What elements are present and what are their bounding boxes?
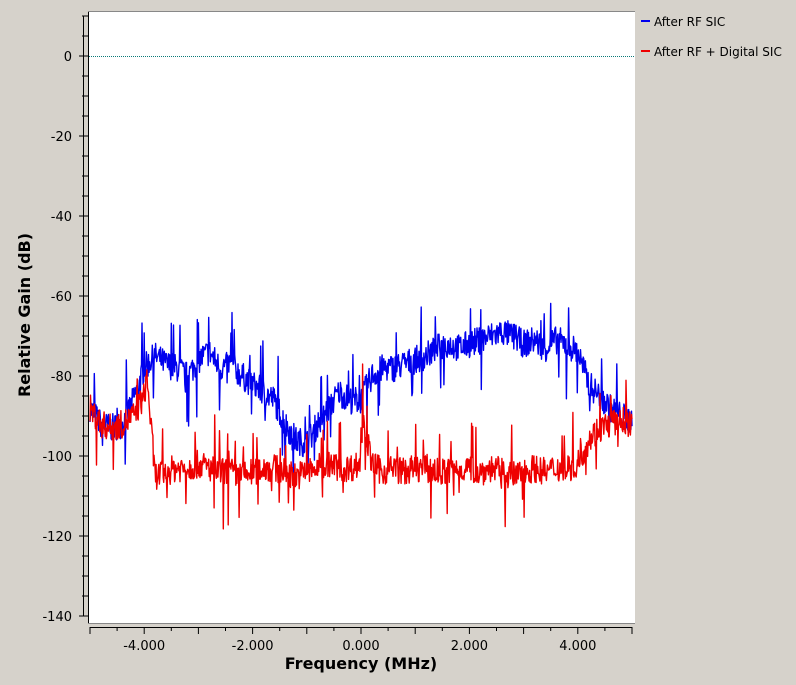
y-tick-label: -100 (42, 450, 72, 465)
legend-label-0: After RF SIC (654, 15, 725, 29)
y-tick-label: -40 (51, 210, 72, 225)
y-tick-label: -60 (51, 290, 72, 305)
x-axis-title: Frequency (MHz) (285, 654, 437, 673)
x-tick-label: -4.000 (123, 639, 165, 654)
y-tick-label: -120 (42, 530, 72, 545)
x-tick-label: 0.000 (342, 639, 379, 654)
legend: After RF SIC After RF + Digital SIC (641, 15, 782, 59)
x-tick-label: 4.000 (559, 639, 596, 654)
y-tick-label: 0 (64, 50, 72, 65)
y-tick-label: -140 (42, 610, 72, 625)
legend-label-1: After RF + Digital SIC (654, 45, 782, 59)
series-line-1 (89, 363, 633, 530)
y-tick-label: -20 (51, 130, 72, 145)
x-tick-label: -2.000 (232, 639, 274, 654)
x-axis: -4.000 -2.000 0.000 2.000 4.000 (89, 627, 633, 654)
y-axis: 0 -20 -40 -60 -80 -100 -120 -140 (42, 15, 88, 625)
x-tick-label: 2.000 (451, 639, 488, 654)
y-axis-title: Relative Gain (dB) (15, 233, 34, 397)
series-group (89, 302, 633, 530)
series-line-0 (89, 302, 633, 482)
plot-area (89, 11, 635, 623)
y-tick-label: -80 (51, 370, 72, 385)
